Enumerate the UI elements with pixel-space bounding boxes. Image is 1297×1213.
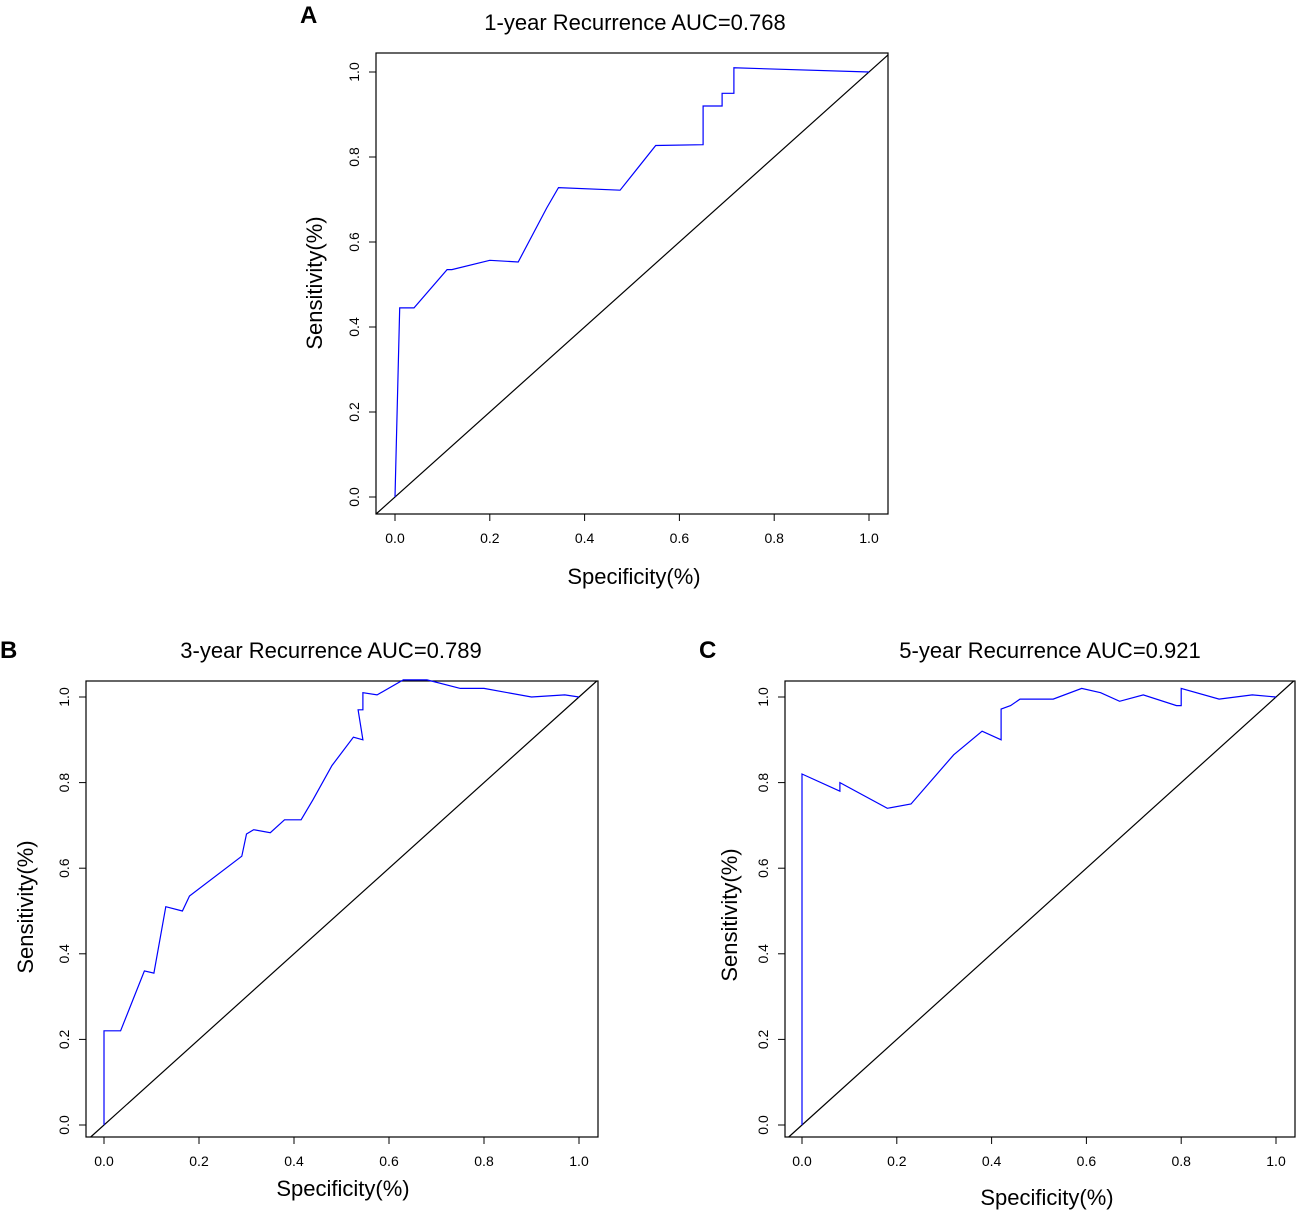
panel-b-title: 3-year Recurrence AUC=0.789 bbox=[180, 638, 481, 663]
panel-a-letter: A bbox=[300, 2, 317, 29]
panel-b-reference-line bbox=[90, 680, 598, 1138]
panel-b: B 3-year Recurrence AUC=0.789 0.0 0.2 0.4 0… bbox=[0, 637, 599, 1201]
panel-c-y-tick-label: 0.2 bbox=[755, 1029, 771, 1049]
panel-b-y-tick-label: 0.2 bbox=[56, 1029, 72, 1049]
panel-a-y-tick-label: 1.0 bbox=[346, 62, 362, 82]
panel-c-y-tick-label: 1.0 bbox=[755, 687, 771, 707]
panel-b-x-tick-label: 1.0 bbox=[569, 1153, 589, 1169]
panel-c-title: 5-year Recurrence AUC=0.921 bbox=[899, 638, 1200, 663]
panel-a-y-tick-label: 0.6 bbox=[346, 232, 362, 252]
panel-b-x-tick-label: 0.0 bbox=[94, 1153, 114, 1169]
panel-b-y-tick-label: 1.0 bbox=[56, 687, 72, 707]
panel-c-y-tick-label: 0.0 bbox=[755, 1115, 771, 1135]
panel-c-x-tick-label: 0.0 bbox=[792, 1153, 812, 1169]
panel-a-x-tick-label: 0.0 bbox=[385, 530, 405, 546]
panel-c-x-ticks: 0.0 0.2 0.4 0.6 0.8 1.0 bbox=[792, 1137, 1286, 1169]
panel-b-x-tick-label: 0.2 bbox=[189, 1153, 209, 1169]
panel-b-y-ticks: 0.0 0.2 0.4 0.6 0.8 1.0 bbox=[56, 687, 86, 1135]
panel-b-x-tick-label: 0.4 bbox=[284, 1153, 304, 1169]
panel-a-roc-curve bbox=[394, 67, 870, 498]
panel-a-y-ticks: 0.0 0.2 0.4 0.6 0.8 1.0 bbox=[346, 62, 376, 507]
panel-b-y-tick-label: 0.6 bbox=[56, 858, 72, 878]
panel-b-y-tick-label: 0.4 bbox=[56, 944, 72, 964]
panel-c-y-tick-label: 0.4 bbox=[755, 944, 771, 964]
panel-c-x-tick-label: 0.6 bbox=[1077, 1153, 1097, 1169]
panel-a-title: 1-year Recurrence AUC=0.768 bbox=[484, 10, 785, 35]
panel-b-x-ticks: 0.0 0.2 0.4 0.6 0.8 1.0 bbox=[94, 1137, 589, 1169]
panel-b-y-tick-label: 0.8 bbox=[56, 773, 72, 793]
panel-c-plot-frame bbox=[784, 680, 1296, 1138]
panel-b-letter: B bbox=[0, 637, 17, 664]
panel-a-y-axis-label: Sensitivity(%) bbox=[302, 216, 327, 349]
panel-a: A 1-year Recurrence AUC=0.768 0.0 0.2 0.4 0… bbox=[300, 2, 889, 589]
panel-c-x-axis-label: Specificity(%) bbox=[980, 1185, 1113, 1210]
panel-c-letter: C bbox=[699, 637, 716, 664]
panel-b-y-axis-label: Sensitivity(%) bbox=[13, 840, 38, 973]
panel-a-x-ticks: 0.0 0.2 0.4 0.6 0.8 1.0 bbox=[385, 514, 879, 546]
panel-b-x-tick-label: 0.6 bbox=[379, 1153, 399, 1169]
panel-c-y-tick-label: 0.8 bbox=[755, 773, 771, 793]
panel-c-x-tick-label: 0.4 bbox=[982, 1153, 1002, 1169]
panel-a-x-axis-label: Specificity(%) bbox=[567, 564, 700, 589]
panel-b-roc-curve bbox=[103, 679, 580, 1125]
panel-c-y-ticks: 0.0 0.2 0.4 0.6 0.8 1.0 bbox=[755, 687, 785, 1135]
panel-c: C 5-year Recurrence AUC=0.921 0.0 0.2 0.4 0… bbox=[699, 637, 1296, 1210]
panel-c-x-tick-label: 1.0 bbox=[1266, 1153, 1286, 1169]
panel-b-plot-frame bbox=[85, 680, 599, 1138]
panel-a-plot-frame bbox=[375, 52, 889, 515]
panel-a-x-tick-label: 0.6 bbox=[670, 530, 690, 546]
panel-a-y-tick-label: 0.8 bbox=[346, 147, 362, 167]
panel-a-reference-line bbox=[375, 54, 889, 515]
panel-c-y-axis-label: Sensitivity(%) bbox=[717, 848, 742, 981]
panel-a-x-tick-label: 0.2 bbox=[480, 530, 500, 546]
panel-b-x-tick-label: 0.8 bbox=[474, 1153, 494, 1169]
panel-a-x-tick-label: 0.8 bbox=[764, 530, 784, 546]
panel-a-y-tick-label: 0.4 bbox=[346, 317, 362, 337]
panel-a-x-tick-label: 1.0 bbox=[859, 530, 879, 546]
panel-c-x-tick-label: 0.8 bbox=[1171, 1153, 1191, 1169]
panel-c-x-tick-label: 0.2 bbox=[887, 1153, 907, 1169]
panel-c-reference-line bbox=[788, 680, 1295, 1138]
panel-a-x-tick-label: 0.4 bbox=[575, 530, 595, 546]
panel-b-y-tick-label: 0.0 bbox=[56, 1115, 72, 1135]
panel-a-y-tick-label: 0.0 bbox=[346, 487, 362, 507]
panel-c-y-tick-label: 0.6 bbox=[755, 858, 771, 878]
panel-a-y-tick-label: 0.2 bbox=[346, 402, 362, 422]
panel-b-x-axis-label: Specificity(%) bbox=[276, 1176, 409, 1201]
panel-c-roc-curve bbox=[801, 687, 1277, 1125]
